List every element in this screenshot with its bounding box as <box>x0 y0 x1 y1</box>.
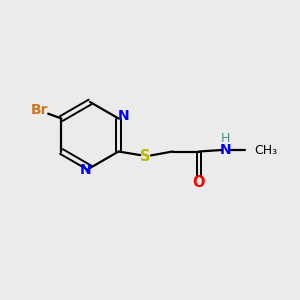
Text: N: N <box>117 109 129 123</box>
Text: S: S <box>140 148 151 164</box>
Text: N: N <box>80 164 91 177</box>
Text: CH₃: CH₃ <box>254 143 278 157</box>
Text: O: O <box>193 175 205 190</box>
Text: N: N <box>220 143 231 157</box>
Text: H: H <box>221 132 230 145</box>
Text: Br: Br <box>31 103 49 117</box>
